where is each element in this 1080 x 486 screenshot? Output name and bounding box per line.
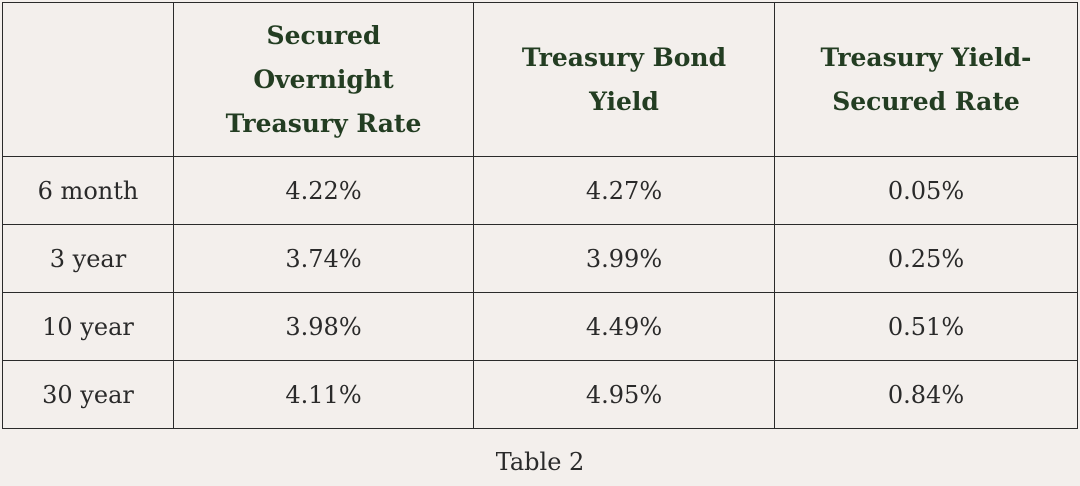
header-cell-yield-spread: Treasury Yield- Secured Rate [774,2,1078,157]
spread-cell: 0.84% [774,360,1078,429]
header-cell-sofr: Secured Overnight Treasury Rate [173,2,474,157]
header-line: Treasury Yield- [820,42,1032,72]
term-cell: 6 month [2,156,174,225]
sofr-cell: 3.98% [173,292,474,361]
header-line: Secured [266,20,381,50]
term-cell: 30 year [2,360,174,429]
sofr-cell: 4.22% [173,156,474,225]
bond-yield-cell: 4.27% [473,156,775,225]
header-line: Yield [589,86,659,116]
table-row: 30 year 4.11% 4.95% 0.84% [2,360,1078,429]
header-line: Treasury Bond [521,42,727,72]
header-cell-treasury-bond-yield: Treasury Bond Yield [473,2,775,157]
sofr-cell: 3.74% [173,224,474,293]
spread-cell: 0.51% [774,292,1078,361]
bond-yield-cell: 4.49% [473,292,775,361]
term-cell: 3 year [2,224,174,293]
bond-yield-cell: 4.95% [473,360,775,429]
table-row: 10 year 3.98% 4.49% 0.51% [2,292,1078,361]
header-line: Treasury Rate [225,108,422,138]
sofr-cell: 4.11% [173,360,474,429]
header-cell-empty [2,2,174,157]
bond-yield-cell: 3.99% [473,224,775,293]
header-line: Overnight [253,64,394,94]
table-row: 3 year 3.74% 3.99% 0.25% [2,224,1078,293]
table-row: 6 month 4.22% 4.27% 0.05% [2,156,1078,225]
term-cell: 10 year [2,292,174,361]
spread-cell: 0.05% [774,156,1078,225]
header-row: Secured Overnight Treasury Rate Treasury… [2,2,1078,157]
spread-cell: 0.25% [774,224,1078,293]
header-line: Secured Rate [832,86,1020,116]
table-caption: Table 2 [495,448,585,476]
rates-table: Secured Overnight Treasury Rate Treasury… [2,2,1078,429]
